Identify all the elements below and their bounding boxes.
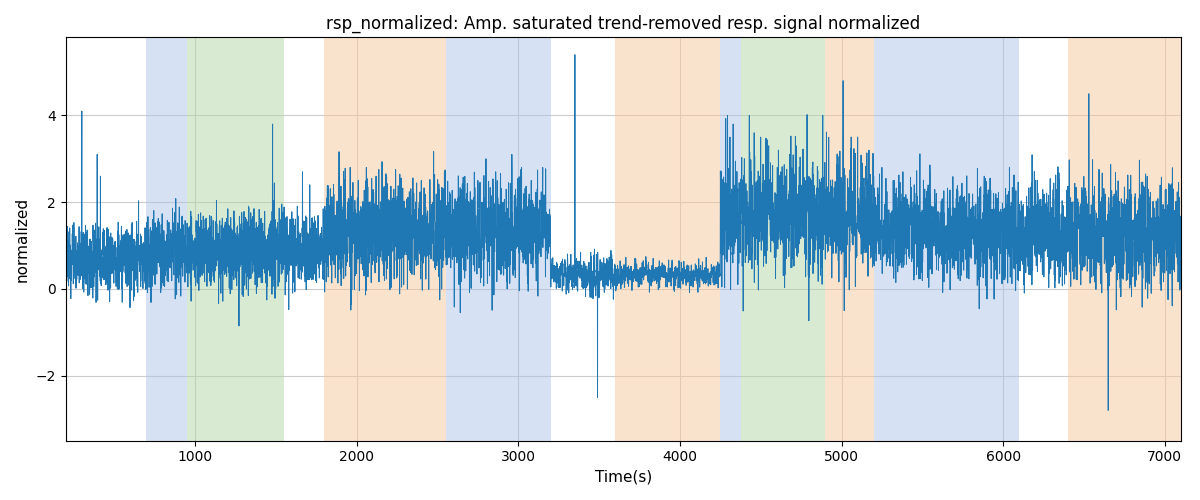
Bar <box>720 38 742 440</box>
Bar <box>1068 38 1181 440</box>
Bar <box>324 38 445 440</box>
Title: rsp_normalized: Amp. saturated trend-removed resp. signal normalized: rsp_normalized: Amp. saturated trend-rem… <box>326 15 920 34</box>
Bar <box>146 38 187 440</box>
Bar <box>187 38 284 440</box>
Bar <box>616 38 720 440</box>
X-axis label: Time(s): Time(s) <box>595 470 652 485</box>
Bar <box>742 38 826 440</box>
Bar <box>826 38 874 440</box>
Bar <box>445 38 551 440</box>
Y-axis label: normalized: normalized <box>16 196 30 282</box>
Bar <box>874 38 1019 440</box>
